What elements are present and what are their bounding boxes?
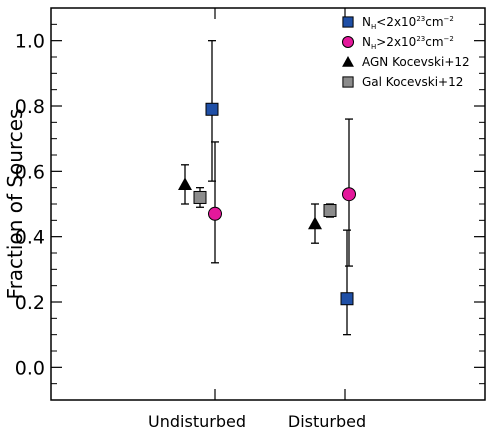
legend-label: NH<2x1023cm−2 (362, 15, 454, 31)
data-point (342, 187, 356, 202)
data-point-group (308, 203, 322, 244)
y-axis-title: Fraction of Sources (3, 109, 27, 300)
legend-label: AGN Kocevski+12 (362, 55, 470, 69)
axis-ticks: 0.0 0.2 0.4 0.6 0.8 1.0 Undisturbed Disturbed (15, 7, 485, 431)
data-point (193, 190, 207, 204)
data-point-group (205, 40, 219, 182)
legend-marker (342, 16, 354, 28)
legend: NH<2x1023cm−2 NH>2x1023cm−2 AGN Kocevski+1… (341, 15, 470, 89)
legend-label: Gal Kocevski+12 (362, 75, 463, 89)
legend-marker (342, 56, 354, 67)
data-point-group (340, 229, 354, 336)
data-point (308, 216, 322, 230)
data-point (205, 102, 219, 116)
y-tick-label: 0.6 (15, 161, 45, 183)
y-tick-label: 0.4 (15, 227, 45, 249)
x-category-label: Disturbed (288, 412, 366, 431)
legend-label: NH>2x1023cm−2 (362, 35, 454, 51)
legend-marker (341, 35, 355, 49)
y-tick-label: 1.0 (15, 31, 45, 53)
y-tick-label: 0.0 (15, 357, 45, 379)
data-point-group (193, 187, 207, 208)
data-point-group (342, 118, 356, 267)
data-point-group (208, 141, 222, 264)
data-point (340, 292, 354, 306)
data-point (323, 204, 337, 218)
y-tick-label: 0.8 (15, 96, 45, 118)
y-tick-label: 0.2 (15, 292, 45, 314)
data-marks (178, 40, 356, 336)
data-point-group (323, 203, 337, 218)
data-point-group (178, 164, 192, 205)
x-category-label: Undisturbed (148, 412, 246, 431)
data-point (178, 177, 192, 190)
legend-marker (342, 76, 354, 88)
data-point (208, 206, 222, 221)
